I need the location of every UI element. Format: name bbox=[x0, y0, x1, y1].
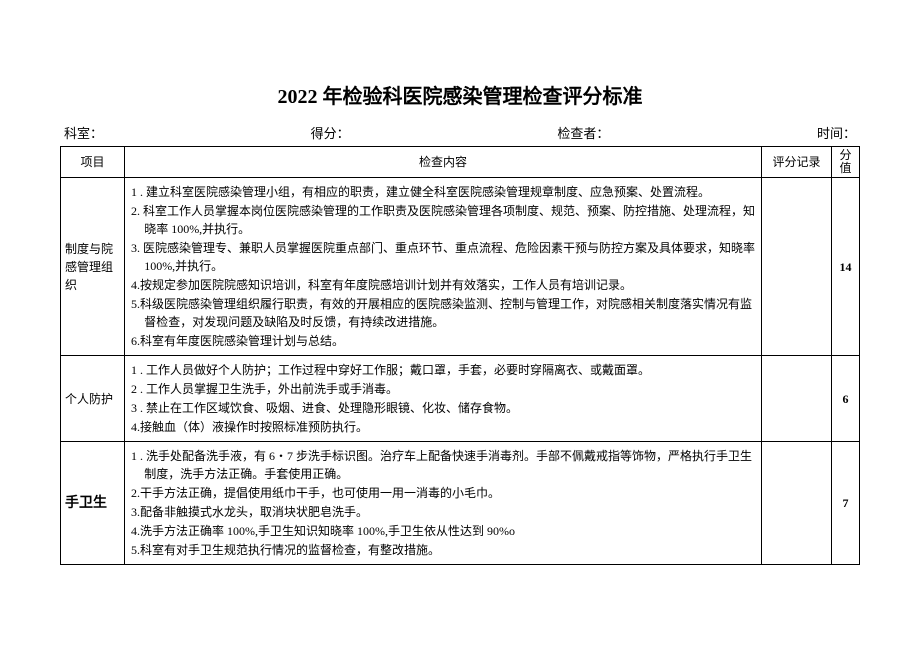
scoring-table: 项目 检查内容 评分记录 分 值 制度与院感管理组织 1 . 建立科室医院感染管理… bbox=[60, 146, 860, 565]
content-item: 4.接触血（体）液操作时按照标准预防执行。 bbox=[131, 418, 755, 436]
cell-content: 1 . 建立科室医院感染管理小组，有相应的职责，建立健全科室医院感染管理规章制度… bbox=[125, 178, 762, 356]
meta-row: 科室： 得分： 检查者： 时间： bbox=[60, 123, 860, 142]
meta-score: 得分： bbox=[311, 123, 350, 142]
cell-record bbox=[762, 356, 832, 442]
table-row: 个人防护 1 . 工作人员做好个人防护；工作过程中穿好工作服；戴口罩，手套，必要时… bbox=[61, 356, 860, 442]
cell-project: 制度与院感管理组织 bbox=[61, 178, 125, 356]
table-header-row: 项目 检查内容 评分记录 分 值 bbox=[61, 147, 860, 178]
table-row: 制度与院感管理组织 1 . 建立科室医院感染管理小组，有相应的职责，建立健全科室医… bbox=[61, 178, 860, 356]
cell-project: 手卫生 bbox=[61, 442, 125, 565]
cell-content: 1 . 工作人员做好个人防护；工作过程中穿好工作服；戴口罩，手套，必要时穿隔离衣… bbox=[125, 356, 762, 442]
th-score-l1: 分 bbox=[839, 148, 851, 162]
table-row: 手卫生1 . 洗手处配备洗手液，有 6・7 步洗手标识图。治疗车上配备快速手消毒… bbox=[61, 442, 860, 565]
cell-project: 个人防护 bbox=[61, 356, 125, 442]
cell-score: 14 bbox=[832, 178, 860, 356]
page: 2022 年检验科医院感染管理检查评分标准 科室： 得分： 检查者： 时间： 项… bbox=[0, 0, 920, 651]
content-item: 6.科室有年度医院感染管理计划与总结。 bbox=[131, 332, 755, 350]
cell-score: 6 bbox=[832, 356, 860, 442]
meta-dept: 科室： bbox=[64, 123, 103, 142]
content-item: 4.洗手方法正确率 100%,手卫生知识知晓率 100%,手卫生依从性达到 90… bbox=[131, 522, 755, 540]
cell-score: 7 bbox=[832, 442, 860, 565]
cell-record bbox=[762, 178, 832, 356]
content-item: 5.科级医院感染管理组织履行职责，有效的开展相应的医院感染监测、控制与管理工作，… bbox=[131, 295, 755, 331]
th-content: 检查内容 bbox=[125, 147, 762, 178]
cell-record bbox=[762, 442, 832, 565]
content-item: 3 . 禁止在工作区域饮食、吸烟、进食、处理隐形眼镜、化妆、储存食物。 bbox=[131, 399, 755, 417]
content-item: 1 . 工作人员做好个人防护；工作过程中穿好工作服；戴口罩，手套，必要时穿隔离衣… bbox=[131, 361, 755, 379]
content-item: 2 . 工作人员掌握卫生洗手，外出前洗手或手消毒。 bbox=[131, 380, 755, 398]
content-item: 3. 医院感染管理专、兼职人员掌握医院重点部门、重点环节、重点流程、危险因素干预… bbox=[131, 239, 755, 275]
th-score: 分 值 bbox=[832, 147, 860, 178]
content-item: 4.按规定参加医院院感知识培训，科室有年度院感培训计划并有效落实，工作人员有培训… bbox=[131, 276, 755, 294]
meta-checker: 检查者： bbox=[557, 123, 609, 142]
th-project: 项目 bbox=[61, 147, 125, 178]
cell-content: 1 . 洗手处配备洗手液，有 6・7 步洗手标识图。治疗车上配备快速手消毒剂。手… bbox=[125, 442, 762, 565]
page-title: 2022 年检验科医院感染管理检查评分标准 bbox=[60, 80, 860, 109]
content-item: 5.科室有对手卫生规范执行情况的监督检查，有整改措施。 bbox=[131, 541, 755, 559]
content-item: 1 . 建立科室医院感染管理小组，有相应的职责，建立健全科室医院感染管理规章制度… bbox=[131, 183, 755, 201]
th-record: 评分记录 bbox=[762, 147, 832, 178]
meta-time: 时间： bbox=[817, 123, 856, 142]
table-body: 制度与院感管理组织 1 . 建立科室医院感染管理小组，有相应的职责，建立健全科室医… bbox=[61, 178, 860, 565]
content-item: 2.干手方法正确，提倡使用纸巾干手，也可使用一用一消毒的小毛巾。 bbox=[131, 484, 755, 502]
th-score-l2: 值 bbox=[839, 161, 851, 175]
content-item: 2. 科室工作人员掌握本岗位医院感染管理的工作职责及医院感染管理各项制度、规范、… bbox=[131, 202, 755, 238]
content-item: 3.配备非触摸式水龙头，取消块状肥皂洗手。 bbox=[131, 503, 755, 521]
content-item: 1 . 洗手处配备洗手液，有 6・7 步洗手标识图。治疗车上配备快速手消毒剂。手… bbox=[131, 447, 755, 483]
